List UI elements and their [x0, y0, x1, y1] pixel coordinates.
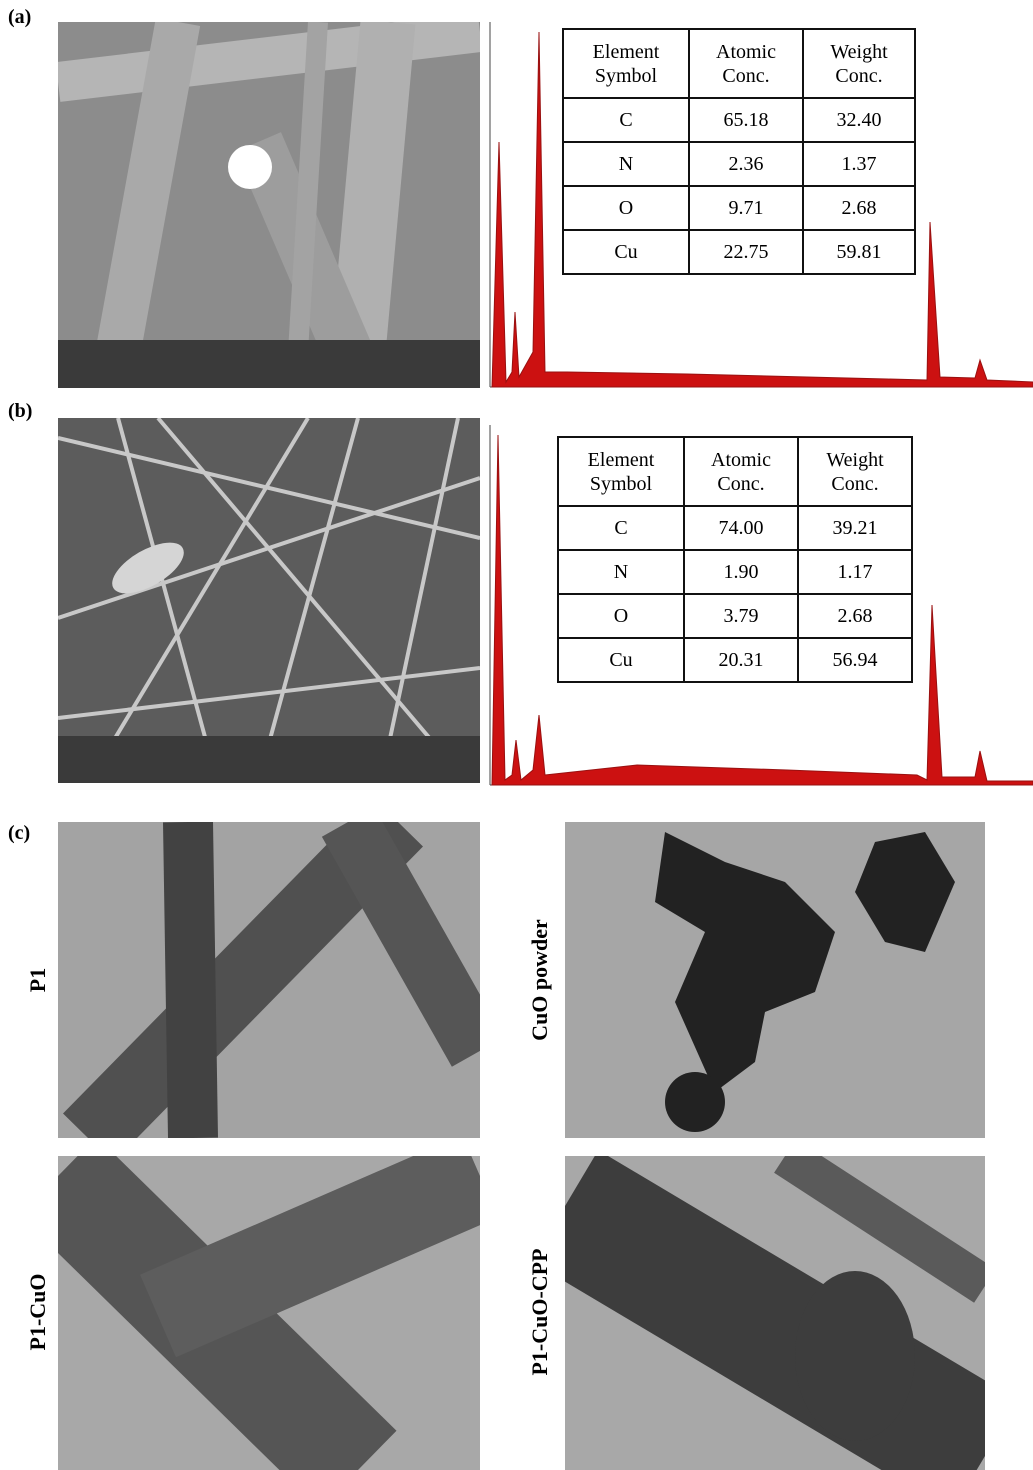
table-cell: N: [558, 550, 684, 594]
tem-image: [565, 1156, 985, 1470]
image-label: P1-CuO-CPP: [527, 1248, 553, 1375]
table-cell: Cu: [563, 230, 689, 274]
image-label: CuO powder: [527, 919, 553, 1041]
table-cell: 20.31: [684, 638, 798, 682]
table-cell: 74.00: [684, 506, 798, 550]
table-cell: Cu: [558, 638, 684, 682]
sem-image: [58, 418, 480, 783]
table-cell: 1.37: [803, 142, 915, 186]
table-cell: 22.75: [689, 230, 803, 274]
header-text: Atomic Conc.: [696, 448, 786, 496]
header-row: Element Symbol Atomic Conc. Weight Conc.: [563, 29, 915, 98]
header-text: Weight Conc.: [814, 40, 904, 88]
table-cell: O: [558, 594, 684, 638]
image-label: P1: [25, 968, 51, 992]
tem-image: [58, 822, 480, 1138]
table-cell: 2.36: [689, 142, 803, 186]
header-text: Element Symbol: [576, 448, 666, 496]
panel-label: (b): [8, 400, 32, 423]
header-cell: Atomic Conc.: [684, 437, 798, 506]
table-cell: 56.94: [798, 638, 912, 682]
table-cell: 65.18: [689, 98, 803, 142]
table-cell: 1.90: [684, 550, 798, 594]
tem-image: [565, 822, 985, 1138]
image-label: P1-CuO: [25, 1274, 51, 1351]
table-cell: O: [563, 186, 689, 230]
table-cell: 3.79: [684, 594, 798, 638]
table-cell: 32.40: [803, 98, 915, 142]
header-text: Element Symbol: [581, 40, 671, 88]
header-cell: Element Symbol: [563, 29, 689, 98]
header-cell: Element Symbol: [558, 437, 684, 506]
header-cell: Weight Conc.: [798, 437, 912, 506]
panel-label: (c): [8, 822, 30, 845]
tem-image: [58, 1156, 480, 1470]
table-cell: 1.17: [798, 550, 912, 594]
table-cell: C: [563, 98, 689, 142]
panel-label: (a): [8, 6, 31, 29]
table-cell: 2.68: [798, 594, 912, 638]
header-text: Weight Conc.: [810, 448, 900, 496]
table-cell: 59.81: [803, 230, 915, 274]
table-cell: 9.71: [689, 186, 803, 230]
figure: {"panels": [ {"label": "(a)", "table": {…: [0, 0, 1033, 1470]
header-cell: Weight Conc.: [803, 29, 915, 98]
table-cell: N: [563, 142, 689, 186]
table-cell: 39.21: [798, 506, 912, 550]
header-row: Element Symbol Atomic Conc. Weight Conc.: [558, 437, 912, 506]
sem-image: [58, 22, 480, 388]
header-cell: Atomic Conc.: [689, 29, 803, 98]
header-text: Atomic Conc.: [701, 40, 791, 88]
table-cell: C: [558, 506, 684, 550]
table-cell: 2.68: [803, 186, 915, 230]
